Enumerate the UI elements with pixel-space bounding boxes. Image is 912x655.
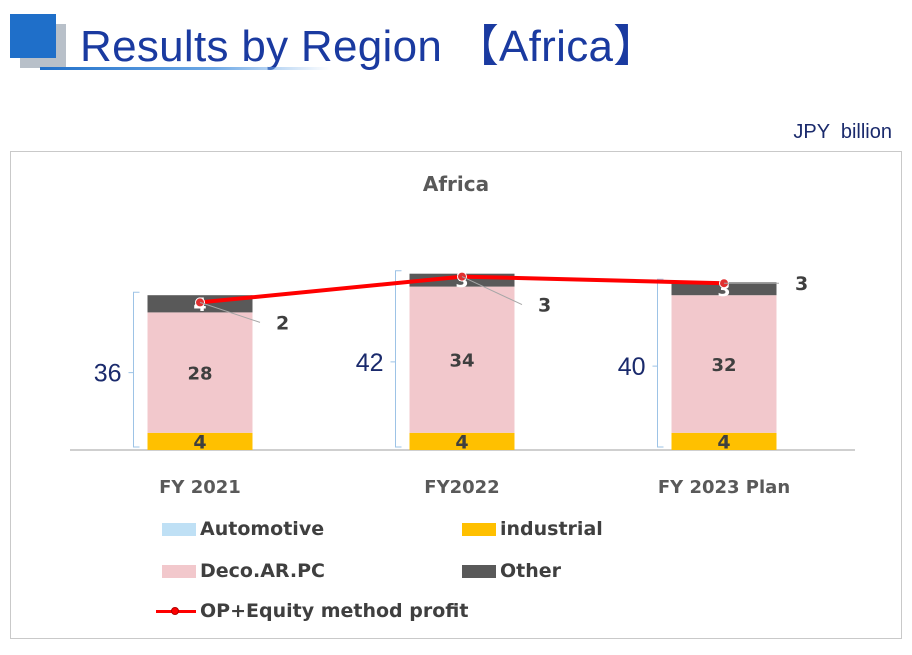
chart-frame — [10, 151, 902, 639]
total-label: 42 — [356, 349, 384, 377]
legend-item-other: Other — [462, 560, 561, 582]
bar-segment — [671, 282, 777, 296]
line-data-label: 2 — [276, 312, 289, 334]
line-callout-leader — [461, 276, 523, 306]
bar-data-label: 28 — [187, 364, 212, 385]
legend-label-automotive: Automotive — [200, 518, 325, 540]
title-square-icon — [10, 14, 56, 58]
total-label: 36 — [94, 360, 122, 388]
bar-segment — [147, 312, 253, 433]
page-title: Results by Region 【Africa】 — [80, 22, 658, 71]
bar-segment — [147, 432, 253, 450]
bar-segment — [409, 432, 515, 450]
legend-item-deco: Deco.AR.PC — [162, 560, 325, 582]
title-underline — [40, 67, 330, 70]
legend-item-automotive: Automotive — [162, 518, 324, 540]
total-bracket — [652, 278, 664, 448]
x-tick-label: FY 2021 — [159, 477, 241, 498]
legend-label-industrial: industrial — [500, 518, 603, 540]
legend-label-deco: Deco.AR.PC — [200, 560, 325, 582]
x-tick-label: FY2022 — [424, 477, 499, 498]
bar-data-label: 34 — [449, 351, 474, 372]
bar-segment — [671, 295, 777, 433]
bar-segment — [671, 432, 777, 450]
line-data-label: 3 — [795, 273, 808, 295]
total-label: 40 — [618, 353, 646, 381]
bar-segment — [409, 286, 515, 433]
line-data-label: 3 — [538, 295, 551, 317]
bar-data-label: 4 — [455, 431, 468, 453]
unit-label: JPY billion — [793, 121, 892, 143]
legend-label-other: Other — [500, 560, 562, 582]
legend-swatch-industrial — [462, 522, 496, 536]
x-tick-label: FY 2023 Plan — [658, 477, 790, 498]
bar-data-label: 4 — [717, 431, 730, 453]
chart-title: Africa — [423, 172, 489, 196]
legend-line-op-equity — [156, 604, 196, 618]
legend-item-industrial: industrial — [462, 518, 603, 540]
legend-swatch-automotive — [162, 522, 196, 536]
total-bracket — [390, 270, 402, 448]
legend-swatch-other — [462, 564, 496, 578]
total-bracket — [128, 291, 140, 448]
legend-item-op-equity: OP+Equity method profit — [156, 600, 468, 622]
line-callout-leader — [199, 301, 261, 323]
legend-label-op-equity: OP+Equity method profit — [200, 600, 469, 622]
legend-swatch-deco — [162, 564, 196, 578]
bar-data-label: 32 — [711, 355, 736, 376]
bar-data-label: 4 — [193, 431, 206, 453]
